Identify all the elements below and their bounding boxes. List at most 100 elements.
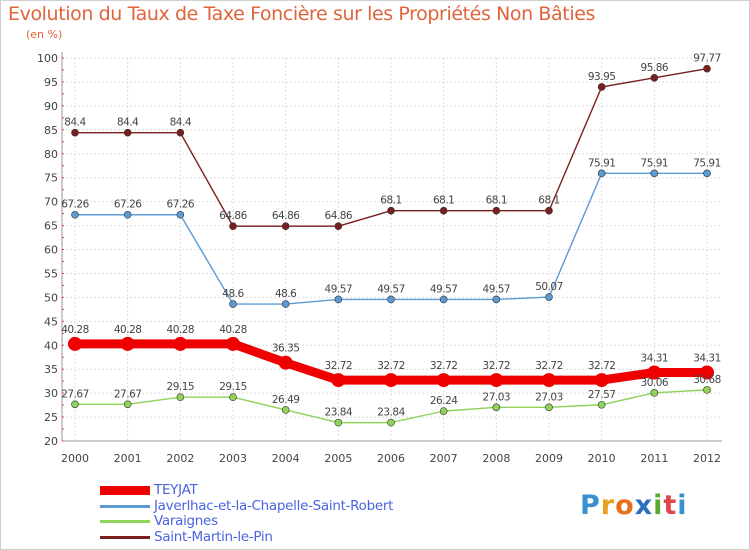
data-point	[650, 74, 659, 82]
legend-swatch	[100, 535, 150, 539]
data-point	[331, 373, 346, 388]
data-point	[334, 418, 343, 427]
y-tick-label: 55	[44, 267, 58, 280]
data-point	[439, 295, 448, 304]
y-tick-label: 75	[44, 172, 58, 185]
series-layer	[68, 64, 714, 427]
x-tick-label: 2000	[61, 452, 89, 465]
data-label: 49.57	[325, 283, 353, 295]
data-label: 34.31	[693, 352, 721, 364]
data-point	[387, 295, 395, 304]
x-tick-label: 2011	[640, 452, 668, 465]
data-label: 75.91	[641, 157, 669, 169]
data-label: 40.28	[167, 324, 195, 336]
data-point	[703, 169, 711, 178]
axis-layer: 20 25 30 35 40 45 50 55 60 65 70 75 80 85 90 95 100 2000 2…	[37, 52, 722, 465]
data-point	[229, 393, 237, 401]
data-point	[229, 222, 237, 231]
data-point	[176, 128, 185, 137]
data-point	[334, 222, 343, 231]
logo-letter: t	[663, 490, 678, 521]
x-tick-label: 2005	[324, 452, 352, 465]
x-tick-label: 2006	[377, 452, 405, 465]
data-point	[71, 128, 79, 137]
data-label: 48.6	[275, 288, 297, 300]
x-tick-label: 2004	[272, 452, 300, 465]
data-point	[176, 210, 185, 219]
x-tick-label: 2002	[166, 452, 194, 465]
data-label: 93.95	[588, 71, 616, 83]
x-tick-label: 2007	[430, 452, 458, 465]
logo-letter: r	[600, 490, 616, 521]
data-label: 32.72	[588, 360, 616, 372]
data-point	[703, 386, 711, 394]
data-label: 68.1	[538, 195, 559, 207]
data-point	[650, 389, 659, 397]
data-point	[387, 206, 395, 215]
data-point	[120, 336, 135, 351]
data-label: 34.31	[641, 352, 669, 364]
data-label: 27.67	[61, 388, 89, 400]
data-label: 32.72	[483, 360, 511, 372]
data-label: 75.91	[693, 157, 721, 169]
y-tick-label: 35	[44, 363, 58, 376]
data-point	[176, 393, 185, 401]
data-point	[545, 403, 553, 412]
data-label: 97.77	[693, 53, 721, 65]
data-label: 40.28	[219, 324, 247, 336]
data-label: 26.24	[430, 395, 458, 407]
data-label: 23.84	[325, 407, 353, 419]
data-label: 26.49	[272, 394, 300, 406]
data-label: 64.86	[219, 210, 247, 222]
y-tick-label: 70	[44, 196, 58, 209]
data-point	[542, 373, 556, 388]
data-label: 27.03	[483, 391, 511, 403]
proxiti-logo: Proxiti	[580, 490, 688, 521]
data-label: 23.84	[377, 407, 405, 419]
logo-letter: i	[653, 490, 664, 521]
data-point	[226, 336, 240, 351]
data-label: 40.28	[114, 324, 142, 336]
data-point	[334, 295, 343, 304]
data-point	[597, 400, 606, 409]
data-label: 68.1	[486, 195, 507, 207]
y-tick-label: 90	[44, 100, 58, 113]
chart-title: Evolution du Taux de Taxe Foncière sur l…	[8, 3, 596, 25]
data-point	[439, 407, 448, 415]
logo-letter: i	[677, 490, 688, 521]
data-point	[492, 295, 501, 304]
y-tick-label: 20	[44, 435, 58, 448]
data-point	[123, 128, 132, 137]
legend-swatch	[100, 504, 150, 508]
data-point	[281, 406, 290, 414]
legend-label: TEYJAT	[154, 482, 198, 498]
logo-letter: o	[615, 490, 635, 521]
logo-letter: x	[634, 490, 654, 521]
y-tick-label: 80	[44, 148, 58, 161]
data-label: 32.72	[377, 360, 405, 372]
data-label: 49.57	[483, 283, 511, 295]
y-tick-label: 40	[44, 339, 58, 352]
data-label: 84.4	[170, 117, 192, 129]
data-label: 29.15	[219, 381, 247, 393]
data-label: 40.28	[61, 324, 89, 336]
data-point	[384, 373, 398, 388]
data-point	[439, 206, 448, 215]
y-tick-label: 95	[44, 76, 58, 89]
data-label: 32.72	[430, 360, 458, 372]
data-point	[281, 300, 290, 308]
data-label: 84.4	[64, 117, 86, 129]
logo-letter: P	[580, 490, 601, 521]
grid-layer	[62, 57, 722, 442]
x-tick-label: 2001	[114, 452, 142, 465]
data-label: 68.1	[380, 195, 401, 207]
y-tick-label: 30	[44, 387, 58, 400]
data-label: 68.1	[433, 195, 454, 207]
data-point	[281, 222, 290, 231]
data-point	[650, 169, 659, 178]
data-point	[492, 206, 501, 215]
data-label: 50.07	[535, 281, 563, 293]
data-label: 49.57	[430, 283, 458, 295]
data-point	[278, 355, 293, 370]
